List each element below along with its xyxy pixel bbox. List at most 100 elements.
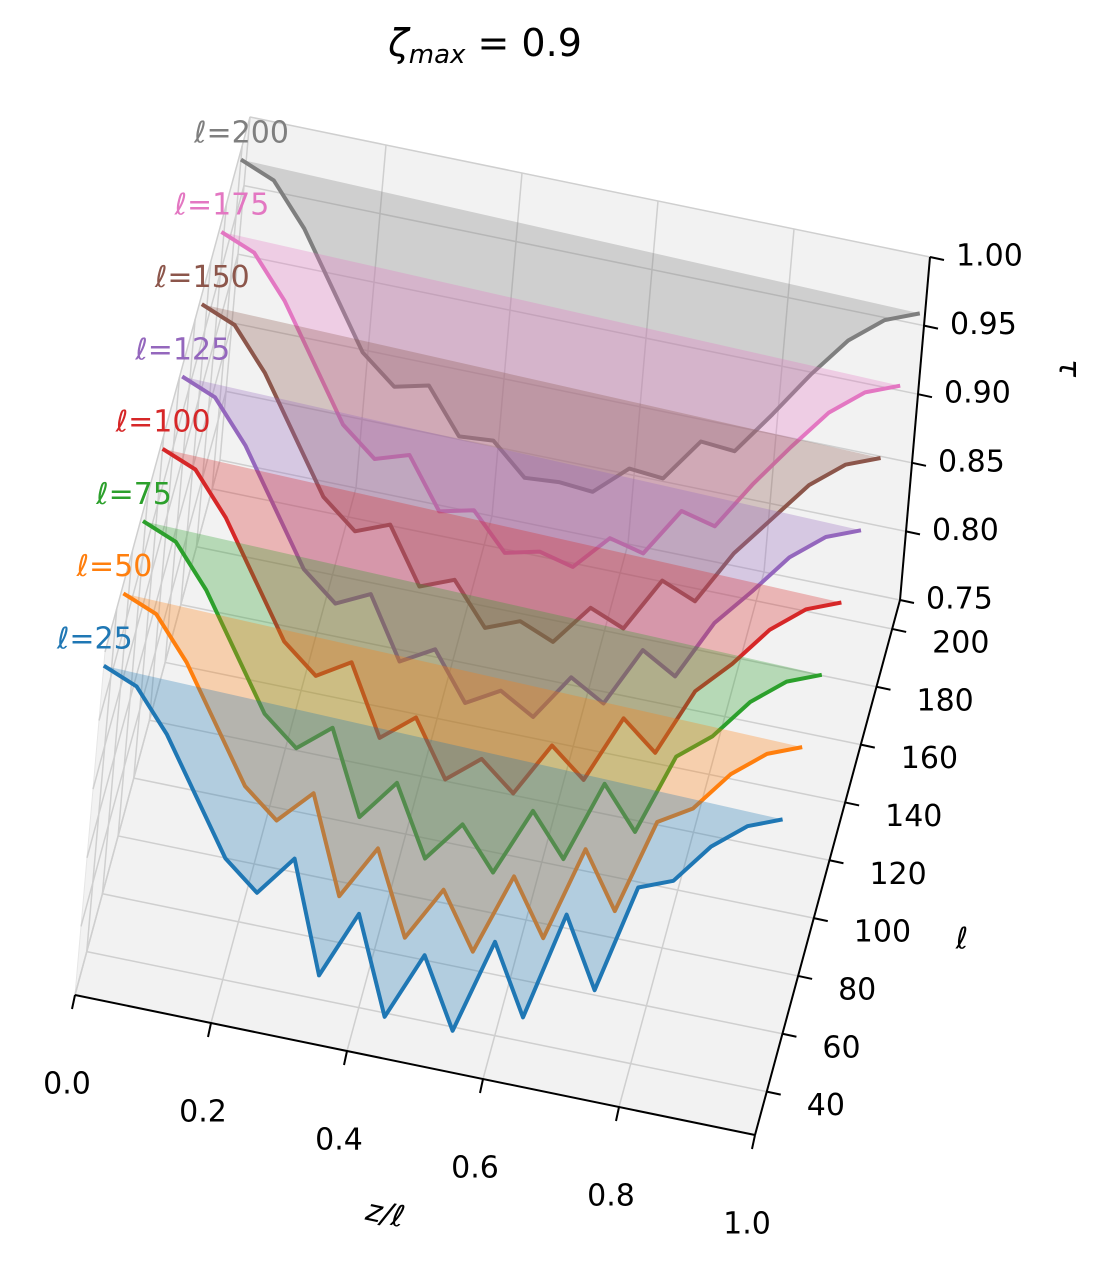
tick-mark [615,1106,620,1122]
series-area [162,448,842,794]
grid-line [219,116,251,461]
series-area [221,231,901,567]
series-line [239,157,921,494]
series-area [182,376,861,717]
series-label: ℓ=150 [154,260,250,295]
grid-line [92,254,239,790]
grid-line [86,950,767,1093]
y-tick-label: 160 [901,741,958,776]
series-line [102,664,783,1033]
grid-line [243,184,925,327]
grid-line [74,459,221,996]
grid-line [237,253,919,395]
grid-line [249,116,931,258]
y-tick-label: 120 [869,857,926,892]
y-tick-label: 40 [807,1088,845,1123]
x-tick-label: 0.0 [43,1067,91,1102]
y-tick-label: 100 [854,915,911,950]
series-line [122,591,803,954]
series-label: ℓ=125 [134,332,230,367]
series-label: ℓ=25 [56,622,133,657]
series-line [181,374,862,719]
tick-mark [860,743,876,749]
grid-line [180,603,861,746]
grid-line [133,435,165,779]
grid-line [219,459,901,601]
y-axis [754,599,901,1136]
title-text: = 0.9 [465,21,581,65]
series-line [220,230,901,569]
y-tick-label: 80 [838,972,876,1007]
series-label: ℓ=75 [95,477,172,512]
series-label: ℓ=50 [76,549,153,584]
title-symbol: ζ [387,21,411,65]
tick-mark [917,393,933,399]
grid-line [355,144,387,489]
x-tick-label: 0.8 [587,1179,635,1214]
z-tick-label: 0.80 [932,513,999,548]
tick-mark [929,256,945,261]
x-tick-label: 0.6 [451,1151,499,1186]
grid-line [101,550,134,894]
series-area [201,304,881,642]
grid-line [164,319,196,663]
tick-mark [844,801,860,807]
grid-line [148,377,181,721]
grid-line [482,543,629,1080]
y-axis-label: ℓ [955,922,968,957]
title-subscript: max [409,40,466,70]
grid-line [618,571,765,1108]
tick-mark [911,461,927,467]
grid-line [211,145,243,489]
grid-line [763,228,795,573]
grid-line [149,719,830,862]
z-tick-label: 0.95 [950,307,1017,342]
tick-mark [479,1078,484,1094]
grid-line [104,116,251,653]
y-tick-label: 60 [822,1030,860,1065]
series-line [200,302,881,644]
chart-title: ζmax = 0.9 [387,21,582,70]
z-tick-label: 1.00 [956,239,1023,274]
series-area [123,593,803,952]
series-area [143,521,822,873]
z-axis-label: τ [1052,359,1087,378]
tick-mark [891,627,907,633]
x-axis [74,994,756,1136]
z-axis [899,256,931,601]
grid-line [86,608,118,952]
tick-mark [829,859,844,865]
tick-mark [876,685,891,691]
grid-line [133,777,814,919]
grid-line [86,322,233,858]
z-tick-label: 0.90 [944,376,1011,411]
x-tick-label: 1.0 [723,1207,771,1242]
z-tick-label: 0.85 [938,444,1005,479]
grid-line [164,661,846,804]
tick-mark [923,324,939,330]
tick-mark [813,917,828,923]
grid-line [627,200,659,545]
grid-line [196,546,877,688]
y-tick-label: 180 [916,683,973,718]
x-tick-label: 0.2 [179,1095,227,1130]
y-tick-label: 140 [885,799,942,834]
tick-mark [343,1050,348,1066]
grid-line [117,492,149,837]
series-label: ℓ=100 [115,405,211,440]
grid-line [117,835,799,977]
x-axis-label: z/ℓ [362,1193,408,1235]
grid-line [180,261,212,605]
tick-mark [71,994,76,1010]
tick-mark [766,1090,781,1096]
series-area [103,665,783,1031]
x-tick-label: 0.4 [315,1123,363,1158]
tick-mark [905,530,921,536]
series-label: ℓ=175 [174,188,270,223]
tick-mark [797,974,813,980]
tick-mark [899,599,915,604]
series-line [161,447,842,796]
series-label: ℓ=200 [193,115,289,150]
tick-mark [782,1032,797,1038]
